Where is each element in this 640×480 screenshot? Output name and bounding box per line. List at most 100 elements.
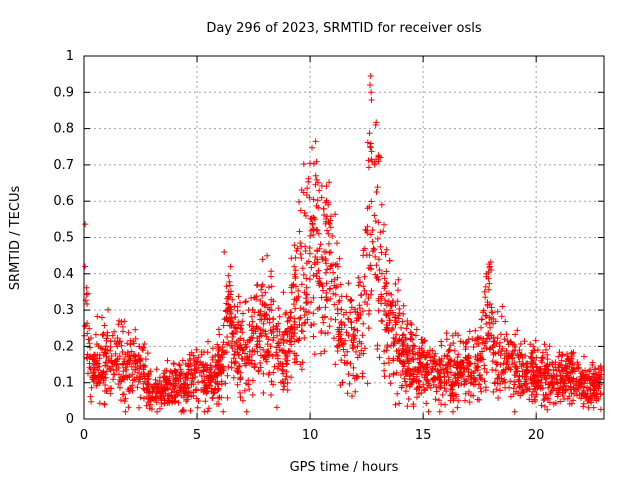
data-point <box>451 372 458 379</box>
data-point <box>572 380 579 387</box>
data-point <box>229 334 236 340</box>
data-point <box>358 347 365 354</box>
data-point <box>327 295 334 302</box>
data-point <box>123 361 130 367</box>
data-point <box>567 386 574 393</box>
data-point <box>153 389 160 396</box>
data-point <box>217 365 223 372</box>
data-point <box>204 349 211 356</box>
data-point <box>87 365 94 372</box>
data-point <box>414 350 421 357</box>
data-point <box>268 283 275 290</box>
data-point <box>305 258 312 265</box>
data-point <box>163 379 170 385</box>
data-point <box>498 313 505 320</box>
data-point <box>345 371 352 377</box>
data-point <box>390 371 397 378</box>
data-point <box>467 380 474 387</box>
data-point <box>298 366 305 373</box>
data-point <box>467 360 474 367</box>
data-point <box>321 212 327 218</box>
data-point <box>177 366 184 373</box>
data-point <box>482 294 489 301</box>
data-point <box>310 310 317 317</box>
data-point <box>110 376 117 383</box>
data-point <box>427 347 433 354</box>
data-point <box>519 386 526 393</box>
data-point <box>308 322 315 329</box>
data-point <box>182 390 189 397</box>
data-point <box>488 304 495 311</box>
axis-ticks: 00.10.20.30.40.50.60.70.80.910 5 10 15 20 <box>53 49 604 443</box>
data-point <box>511 372 518 378</box>
data-point <box>420 366 427 373</box>
data-point <box>361 345 368 352</box>
data-point <box>114 355 121 362</box>
data-point <box>258 286 265 293</box>
data-point <box>474 367 481 373</box>
data-point <box>445 348 452 355</box>
data-point <box>539 359 546 366</box>
data-point <box>365 157 372 164</box>
data-point <box>344 348 351 355</box>
data-point <box>175 399 182 406</box>
data-point <box>124 374 131 381</box>
data-point <box>502 318 509 325</box>
data-point <box>102 362 109 369</box>
data-point <box>275 339 282 346</box>
data-point <box>322 269 329 276</box>
y-tick-label: 0.3 <box>53 303 74 318</box>
data-point <box>368 231 374 238</box>
data-point <box>533 391 540 398</box>
data-point <box>332 316 339 323</box>
data-point <box>401 341 407 348</box>
data-point <box>393 319 400 326</box>
data-point <box>557 398 564 405</box>
data-point <box>254 281 261 288</box>
data-point <box>410 401 417 408</box>
data-point <box>291 242 298 249</box>
data-point <box>136 365 143 372</box>
data-point <box>538 357 545 364</box>
data-point <box>157 374 163 381</box>
data-point <box>377 243 384 250</box>
data-point <box>348 297 355 304</box>
data-point <box>447 363 454 370</box>
data-point <box>283 309 290 316</box>
data-point <box>503 355 510 362</box>
data-point <box>412 366 419 372</box>
data-point <box>319 314 326 321</box>
data-point <box>559 387 566 394</box>
data-point <box>462 390 469 397</box>
data-point <box>514 351 521 358</box>
data-point <box>95 343 102 350</box>
data-point <box>360 283 367 290</box>
data-point <box>516 372 523 379</box>
data-point <box>233 339 240 346</box>
data-point <box>455 370 461 377</box>
data-point <box>172 367 179 374</box>
data-point <box>276 313 283 320</box>
data-point <box>86 325 93 332</box>
data-point <box>305 178 312 185</box>
data-point <box>279 366 286 373</box>
data-point <box>195 364 202 371</box>
data-point <box>219 354 226 361</box>
data-point <box>404 403 411 410</box>
data-point <box>472 327 479 334</box>
data-point <box>352 388 359 395</box>
data-point <box>433 388 440 395</box>
data-point <box>399 332 406 339</box>
data-point <box>504 337 511 344</box>
data-point <box>354 343 361 350</box>
data-point <box>368 97 375 103</box>
data-point <box>105 306 111 313</box>
data-point <box>353 348 359 355</box>
data-point <box>372 218 379 225</box>
data-point <box>544 395 551 402</box>
data-point <box>310 196 317 203</box>
data-point <box>141 395 147 402</box>
data-point <box>91 352 97 359</box>
x-tick-label: 20 <box>528 428 545 443</box>
data-point <box>541 363 548 370</box>
